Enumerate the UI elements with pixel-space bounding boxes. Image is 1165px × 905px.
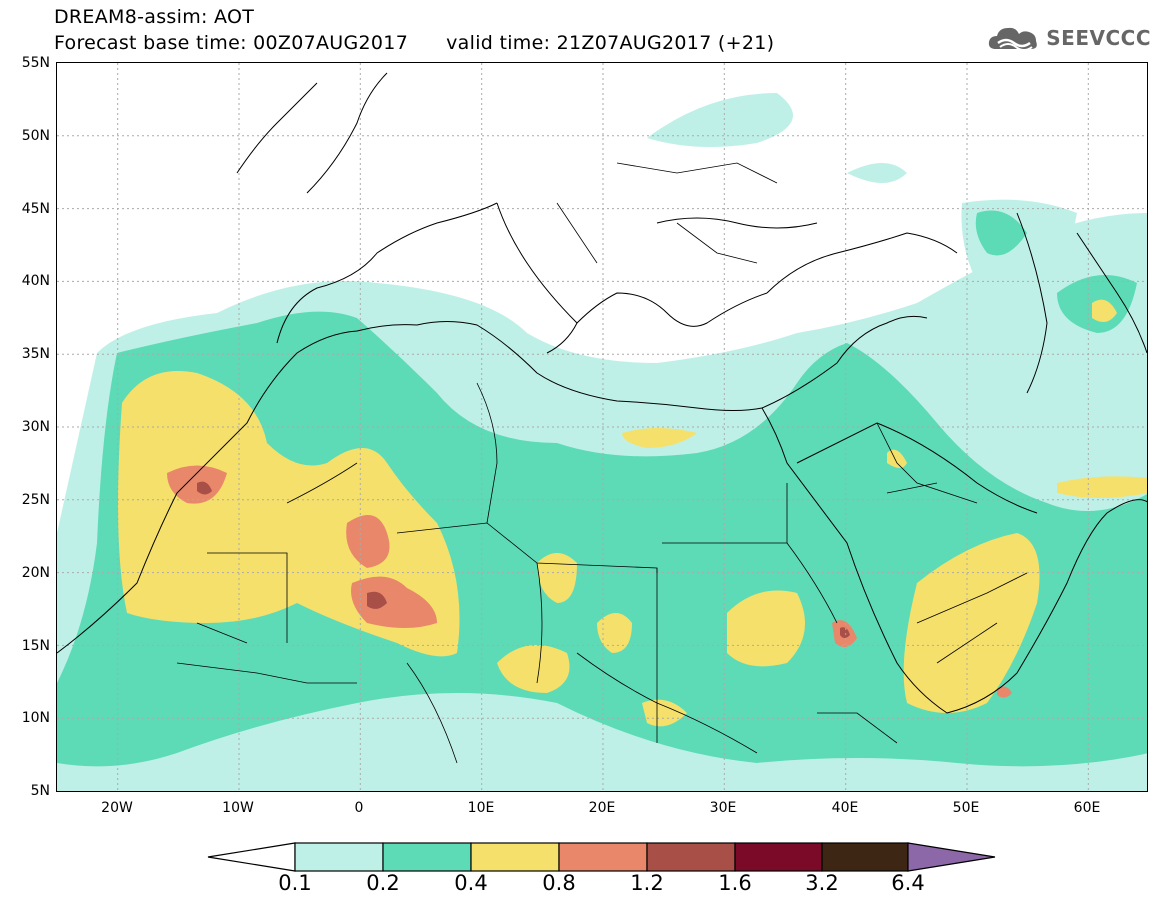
legend-swatch [382,842,472,872]
lon-tick-label: 10E [467,800,495,816]
lat-tick-label: 5N [30,783,50,799]
lat-tick-label: 10N [21,710,50,726]
lat-tick-label: 20N [21,565,50,581]
legend-label: 1.2 [630,871,664,895]
lat-tick-label: 35N [21,346,50,362]
lon-tick-label: 50E [952,800,980,816]
gridlines [57,63,1147,791]
aot-layer-1-2 [197,481,850,638]
aot-layer-0-2 [57,210,1147,767]
lon-tick-label: 30E [709,800,737,816]
seevccc-logo: SEEVCCC [986,20,1151,56]
legend-label: 1.6 [718,871,752,895]
lon-tick-label: 40E [831,800,859,816]
legend-label: 0.4 [454,871,488,895]
lat-tick-label: 55N [21,55,50,71]
aot-map [57,63,1147,791]
lat-tick-label: 30N [21,419,50,435]
legend-swatch [821,842,909,872]
lat-tick-label: 25N [21,492,50,508]
legend-swatch [558,842,648,872]
country-borders [176,162,1028,764]
map-title: DREAM8-assim: AOT [54,6,255,28]
lat-tick-label: 15N [21,638,50,654]
legend-label: 0.2 [366,871,400,895]
legend-swatch-under [207,842,296,872]
lat-tick-label: 40N [21,273,50,289]
legend-swatch-over [907,842,996,872]
lon-tick-label: 10W [222,800,254,816]
legend-label: 0.8 [542,871,576,895]
forecast-time-line: Forecast base time: 00Z07AUG2017 valid t… [54,32,775,54]
legend-swatch [646,842,736,872]
legend-swatch [470,842,560,872]
legend-label: 3.2 [805,871,839,895]
legend-label: 0.1 [278,871,312,895]
logo-text: SEEVCCC [1046,26,1151,50]
lat-tick-label: 45N [21,201,50,217]
lon-tick-label: 20E [588,800,616,816]
lon-tick-label: 0 [354,800,364,816]
legend-label: 6.4 [891,871,925,895]
lon-tick-label: 20W [101,800,133,816]
cloud-icon [989,27,1038,51]
coastlines [57,72,1147,714]
lat-tick-label: 50N [21,128,50,144]
map-area [56,62,1148,792]
legend-swatch [734,842,823,872]
lon-tick-label: 60E [1073,800,1101,816]
legend-swatch [294,842,384,872]
